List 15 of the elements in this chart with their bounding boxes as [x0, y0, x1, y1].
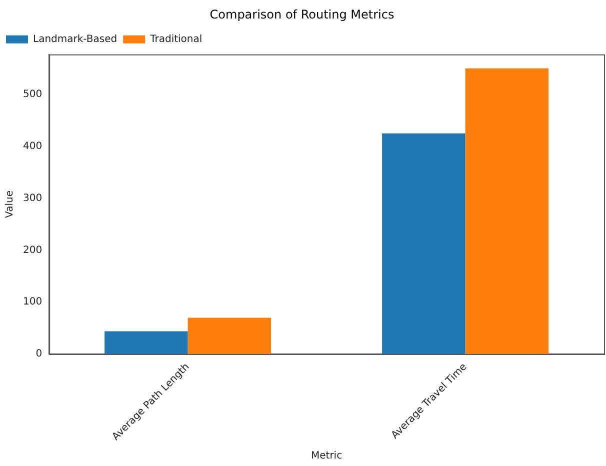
bar	[188, 318, 272, 354]
x-axis-title: Metric	[310, 450, 342, 462]
y-tick-label: 100	[22, 296, 42, 308]
y-tick-label: 400	[22, 140, 42, 152]
bar	[104, 331, 188, 354]
chart-title: Comparison of Routing Metrics	[210, 7, 394, 22]
y-tick-label: 500	[22, 88, 42, 100]
legend-label: Landmark-Based	[33, 34, 118, 45]
legend-label: Traditional	[149, 34, 202, 45]
y-tick-label: 200	[22, 244, 42, 256]
bar	[465, 68, 549, 354]
bar	[382, 133, 466, 354]
y-tick-label: 300	[22, 192, 42, 204]
y-axis-title: Value	[4, 190, 16, 218]
y-tick-label: 0	[36, 348, 42, 360]
